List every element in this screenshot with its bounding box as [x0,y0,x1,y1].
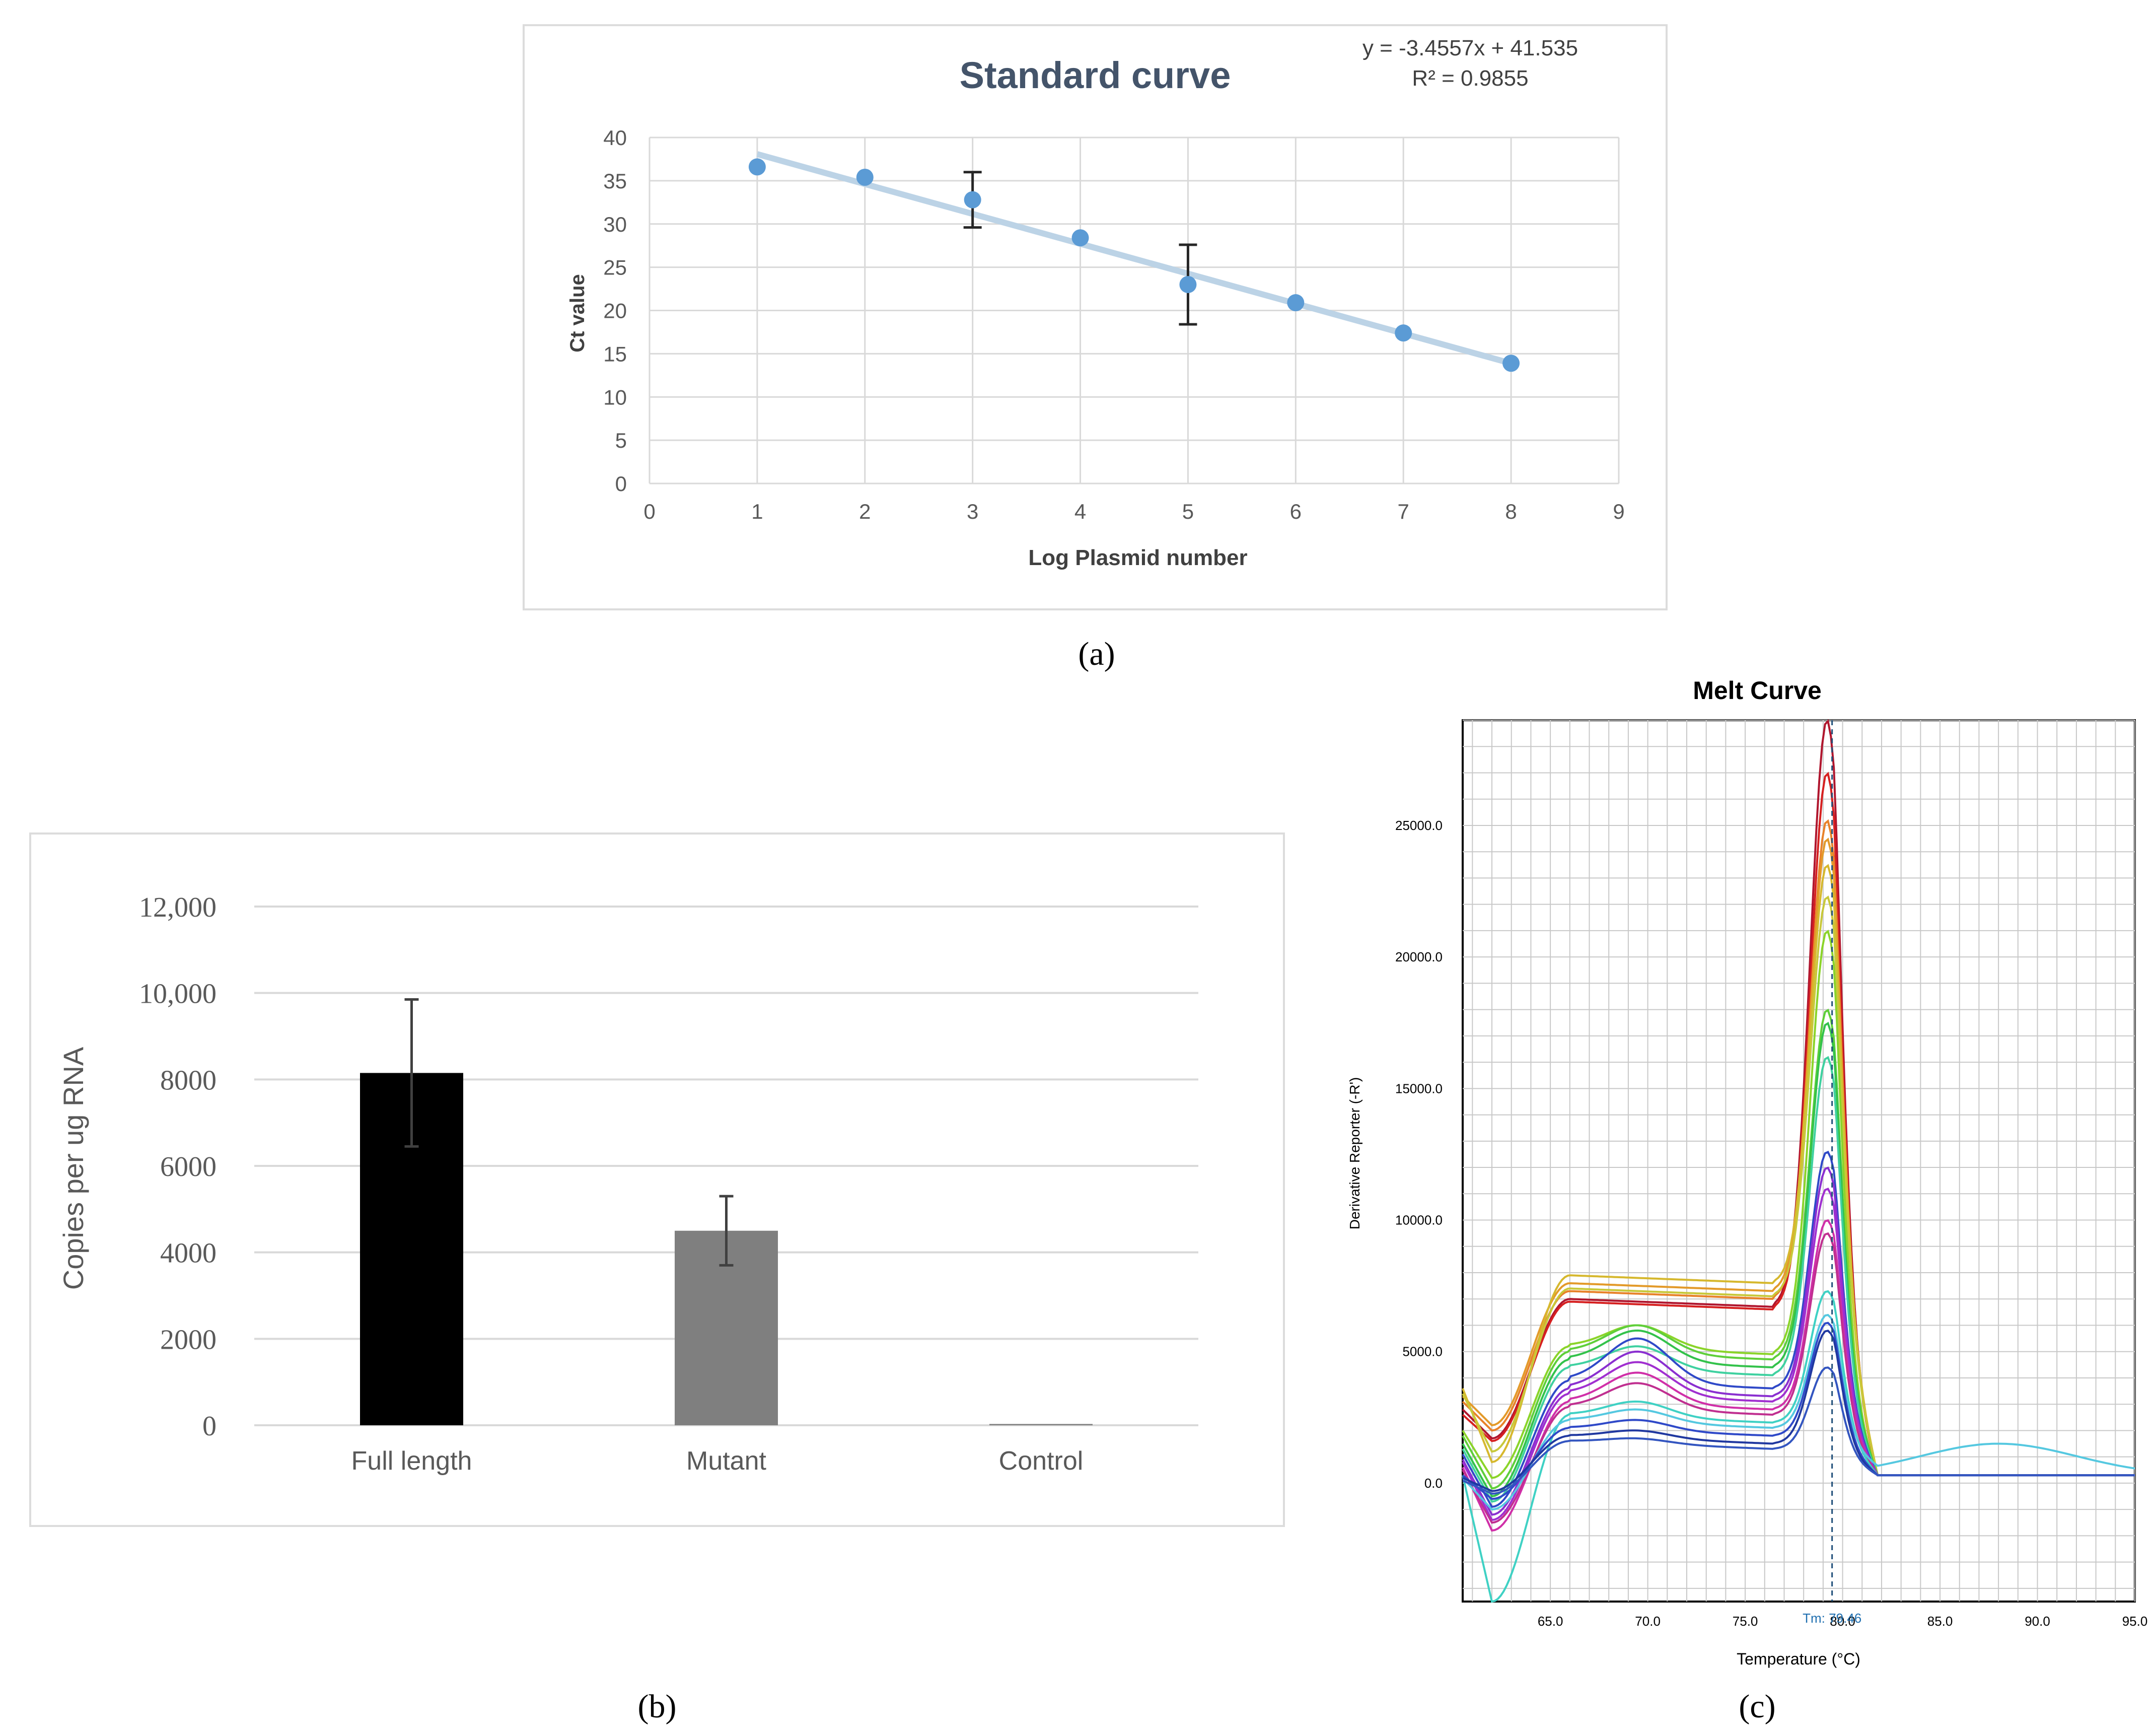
chart-b-ytick: 12,000 [139,892,217,923]
chart-a-point [1502,355,1520,372]
chart-c-xtick: 80.0 [1830,1614,1855,1629]
chart-c-title: Melt Curve [1693,676,1822,705]
chart-a-xtick: 7 [1398,500,1409,523]
chart-b-ytick: 0 [202,1411,217,1442]
chart-b-category-label: Full length [351,1446,472,1476]
chart-a-point [748,158,766,176]
chart-a-point [964,191,981,209]
chart-a-ytick: 15 [603,342,627,366]
chart-a-xtick: 6 [1290,500,1302,523]
chart-a-frame [523,24,1668,610]
chart-b-category-label: Control [999,1446,1084,1476]
chart-c-xlabel: Temperature (°C) [1737,1650,1860,1668]
panel-label-c: (c) [1739,1688,1775,1725]
chart-a-point [856,169,874,186]
chart-b-ytick: 2000 [160,1324,217,1355]
chart-a-xtick: 2 [859,500,871,523]
chart-a-equation: y = -3.4557x + 41.535 [1362,36,1578,60]
chart-a-ytick: 35 [603,169,627,193]
panel-label-a: (a) [1078,636,1115,672]
chart-a-ylabel: Ct value [566,274,589,353]
chart-a-xtick: 0 [643,500,655,523]
chart-a-ytick: 5 [615,429,627,452]
chart-a-ytick: 10 [603,385,627,409]
chart-c-ytick: 0.0 [1424,1476,1443,1491]
chart-a-ytick: 0 [615,472,627,496]
chart-a-title: Standard curve [960,54,1231,96]
chart-a-xtick: 3 [967,500,978,523]
chart-b-ytick: 10,000 [139,979,217,1010]
chart-c-ytick: 5000.0 [1402,1344,1443,1359]
chart-b-category-label: Mutant [686,1446,767,1476]
chart-c-xtick: 95.0 [2122,1614,2148,1629]
chart-c-ytick: 10000.0 [1395,1213,1443,1228]
panel-label-b: (b) [638,1688,677,1725]
chart-c-xtick: 70.0 [1635,1614,1661,1629]
chart-a-xlabel: Log Plasmid number [1028,545,1247,570]
chart-a-ytick: 20 [603,299,627,323]
chart-a-ytick: 25 [603,256,627,280]
melt-curve-series [1462,1366,2135,1495]
chart-b-ytick: 4000 [160,1238,217,1269]
chart-a-r2: R² = 0.9855 [1412,66,1528,91]
chart-a-ytick: 30 [603,213,627,236]
chart-c-xtick: 90.0 [2025,1614,2050,1629]
chart-a-xtick: 1 [751,500,763,523]
melt-curve-series [1462,1313,2135,1511]
chart-a-point [1395,324,1412,342]
tm-label: Tm: 79.46 [1803,1611,1861,1626]
chart-a-xtick: 4 [1074,500,1086,523]
chart-c-ytick: 25000.0 [1395,818,1443,833]
chart-b-ylabel: Copies per ug RNA [57,1047,89,1290]
chart-a-xtick: 8 [1505,500,1517,523]
chart-a-xtick: 9 [1613,500,1624,523]
chart-c-xtick: 75.0 [1733,1614,1758,1629]
chart-c-xtick: 85.0 [1927,1614,1953,1629]
chart-c-ylabel: Derivative Reporter (-R') [1347,1077,1362,1230]
chart-a-point [1179,275,1197,293]
chart-b-frame [29,832,1285,1527]
chart-a-trendline [756,151,1512,367]
chart-c-ytick: 15000.0 [1395,1081,1443,1096]
chart-a-point [1287,294,1305,312]
chart-c-ytick: 20000.0 [1395,949,1443,964]
chart-b-ytick: 6000 [160,1151,217,1183]
chart-c-xtick: 65.0 [1538,1614,1563,1629]
chart-a-xtick: 5 [1182,500,1194,523]
chart-b-bar [989,1424,1093,1425]
chart-b-ytick: 8000 [160,1065,217,1096]
chart-a-point [1071,229,1089,247]
chart-a-ytick: 40 [603,126,627,150]
